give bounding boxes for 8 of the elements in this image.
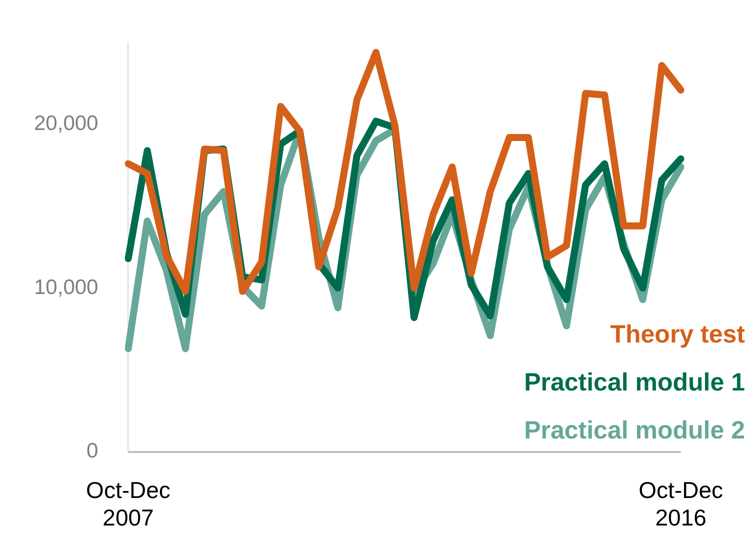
y-tick-label: 20,000	[34, 112, 98, 136]
x-tick-label: Oct-Dec 2016	[638, 476, 723, 531]
text: Practical module 2	[524, 416, 745, 445]
y-tick-label: 10,000	[34, 276, 98, 299]
text: Theory test	[610, 320, 746, 349]
x-tick-label: Oct-Dec 2007	[86, 476, 170, 531]
text: Practical module 1	[524, 368, 746, 397]
y-tick-label: 0	[86, 440, 98, 463]
